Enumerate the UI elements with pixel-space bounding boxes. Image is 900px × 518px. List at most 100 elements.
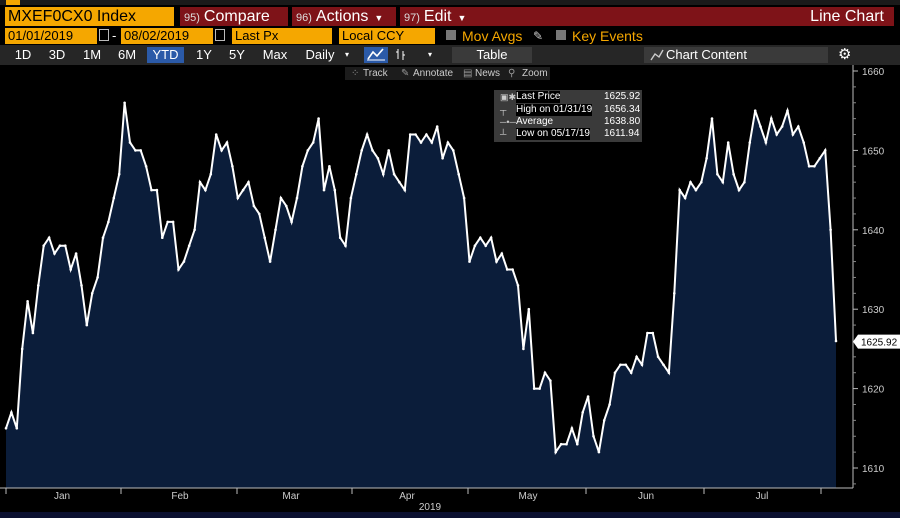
frequency-select[interactable]: Daily: [305, 47, 335, 62]
legend-low: ┴ Low on 05/17/19 1611.94: [494, 128, 642, 140]
axis-layer: 1610 1620 1630 1640 1650 1660 1625.92 Jan Feb Mar…: [0, 65, 900, 513]
price-point: [759, 125, 762, 128]
price-point: [279, 196, 283, 200]
price-field-select[interactable]: Last Px: [232, 28, 332, 44]
price-point: [306, 149, 310, 152]
chart-content-label: Chart Content: [666, 47, 747, 62]
mov-avgs-label[interactable]: Mov Avgs: [462, 28, 523, 44]
end-calendar-icon[interactable]: [215, 29, 225, 41]
track-tool[interactable]: Track: [363, 68, 388, 79]
legend-label: Last Price: [516, 91, 561, 103]
edit-label: Edit: [423, 8, 452, 25]
actions-dropdown-icon: ▼: [374, 13, 384, 23]
price-point: [543, 371, 547, 375]
bar-chart-icon[interactable]: [392, 47, 410, 63]
news-tool[interactable]: News: [475, 68, 501, 79]
range-ytd[interactable]: YTD: [147, 47, 184, 63]
price-point: [355, 172, 358, 176]
price-point: [770, 117, 773, 120]
price-point: [285, 204, 288, 208]
price-point: [101, 236, 105, 239]
x-tick-label: Apr: [399, 491, 415, 502]
edit-button[interactable]: 97) Edit ▼: [400, 7, 480, 26]
price-point: [231, 165, 234, 168]
bottom-strip: [0, 512, 900, 518]
end-date-field[interactable]: 08/02/2019: [121, 28, 213, 44]
price-point: [414, 133, 417, 136]
price-point: [252, 204, 256, 208]
price-point: [69, 268, 72, 271]
price-point: [581, 411, 584, 414]
price-point: [80, 284, 83, 287]
start-calendar-icon[interactable]: [99, 29, 109, 41]
legend-label: High on 01/31/19: [516, 104, 593, 116]
price-point: [398, 180, 401, 184]
key-events-label[interactable]: Key Events: [572, 28, 643, 44]
news-icon[interactable]: ▤: [463, 68, 473, 79]
range-3d[interactable]: 3D: [48, 47, 66, 62]
frequency-dropdown-icon[interactable]: ▾: [344, 50, 349, 59]
price-point: [710, 117, 714, 120]
range-5y[interactable]: 5Y: [229, 47, 245, 62]
track-icon[interactable]: ⁘: [351, 68, 360, 79]
range-1y[interactable]: 1Y: [196, 47, 212, 62]
annotate-tool[interactable]: Annotate: [413, 68, 454, 79]
actions-button[interactable]: 96) Actions ▼: [292, 7, 396, 26]
compare-button[interactable]: 95) Compare: [180, 7, 288, 26]
price-point: [58, 244, 62, 247]
price-point: [786, 109, 789, 112]
price-point: [171, 220, 175, 224]
gear-icon[interactable]: ⚙: [838, 46, 852, 63]
price-point: [204, 188, 207, 192]
price-point: [311, 141, 315, 144]
price-point: [473, 244, 477, 247]
price-point: [619, 363, 622, 367]
zoom-icon[interactable]: ⚲: [508, 68, 516, 79]
range-6m[interactable]: 6M: [117, 47, 137, 62]
chart-content-button[interactable]: Chart Content: [644, 47, 828, 63]
price-point: [737, 188, 741, 192]
chart-style-dropdown-icon[interactable]: ▾: [427, 50, 432, 59]
price-point: [743, 180, 746, 184]
zoom-tool[interactable]: Zoom: [522, 68, 548, 79]
price-point: [161, 236, 164, 239]
price-point: [732, 172, 735, 176]
legend-value: 1625.92: [604, 91, 641, 102]
range-1d[interactable]: 1D: [14, 47, 32, 62]
mov-avgs-checkbox[interactable]: [446, 30, 456, 40]
price-point: [117, 172, 121, 176]
price-point: [209, 172, 213, 176]
price-point: [505, 268, 509, 271]
key-events-checkbox[interactable]: [556, 30, 566, 40]
price-point: [47, 236, 51, 239]
ticker-field[interactable]: MXEF0CX0 Index: [5, 7, 174, 26]
price-point: [214, 133, 218, 136]
x-tick-label: Mar: [282, 491, 300, 502]
currency-select[interactable]: Local CCY: [339, 28, 435, 44]
range-bar: 1D 3D 1M 6M YTD 1Y 5Y Max Daily ▾ ▾ Tabl…: [0, 45, 900, 65]
y-tick-label: 1650: [862, 146, 885, 157]
price-point: [441, 157, 444, 160]
price-point: [495, 260, 498, 263]
price-point: [646, 331, 649, 335]
line-chart-icon[interactable]: [364, 47, 388, 63]
price-point: [328, 165, 331, 168]
range-1m[interactable]: 1M: [82, 47, 102, 62]
price-point: [64, 244, 67, 247]
price-point: [392, 172, 396, 176]
price-point: [446, 141, 450, 144]
start-date-field[interactable]: 01/01/2019: [5, 28, 97, 44]
controls-bar: 01/01/2019 - 08/02/2019 Last Px Local CC…: [0, 27, 900, 45]
price-point: [349, 196, 353, 200]
legend-value: 1638.80: [604, 116, 641, 127]
annotate-icon[interactable]: ✎: [401, 68, 410, 79]
price-point: [597, 450, 601, 454]
table-button[interactable]: Table: [452, 47, 532, 63]
price-point: [576, 442, 579, 446]
range-max[interactable]: Max: [262, 47, 288, 62]
price-point: [565, 442, 568, 446]
price-point: [333, 188, 337, 192]
price-point: [150, 188, 153, 192]
pencil-icon[interactable]: ✎: [533, 29, 544, 43]
